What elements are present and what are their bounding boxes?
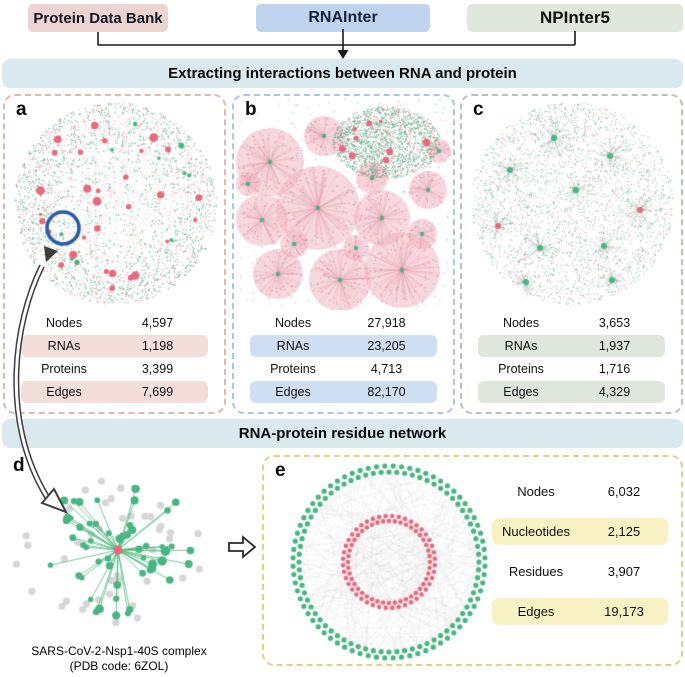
- stat-value: 3,399: [141, 362, 174, 376]
- panel-letter-b: b: [245, 99, 257, 120]
- stat-label: Nodes: [502, 316, 540, 330]
- stat-value: 1,198: [141, 339, 174, 353]
- source-connector-arrow: [97, 29, 576, 59]
- stat-label: Edges: [46, 385, 82, 399]
- caption-line-1: SARS-CoV-2-Nsp1-40S complex: [31, 644, 207, 658]
- stat-row: Edges 4,329: [478, 381, 665, 403]
- residue-ring-network-e: [286, 459, 492, 665]
- panel-c-stats-table: Nodes 3,653 RNAs 1,937 Proteins 1,716 Ed…: [478, 311, 665, 403]
- stat-label: Edges: [275, 385, 311, 399]
- stat-value: 4,713: [370, 362, 403, 376]
- panel-c: c Nodes 3,653 RNAs 1,937 Proteins 1,716 …: [460, 94, 683, 414]
- network-visualization-b: [234, 96, 453, 310]
- stat-value: 19,173: [604, 604, 644, 619]
- source-box-npinter5: NPInter5: [467, 4, 683, 32]
- panel-d: d SARS-CoV-2-Nsp1-40S complex (PDB code:…: [2, 452, 236, 677]
- stat-row: RNAs 1,198: [21, 335, 208, 357]
- stat-row: Edges 7,699: [21, 381, 208, 403]
- stat-value: 23,205: [367, 339, 406, 353]
- panel-a-stats-table: Nodes 4,597 RNAs 1,198 Proteins 3,399 Ed…: [21, 311, 208, 403]
- stat-label: Edges: [503, 385, 539, 399]
- stat-value: 3,653: [598, 316, 631, 330]
- stat-label: Nodes: [45, 316, 83, 330]
- stat-label: Nodes: [274, 316, 312, 330]
- panel-e-stats-table: Nodes 6,032 Nucleotides 2,125 Residues 3…: [492, 477, 668, 638]
- stat-row: RNAs 23,205: [250, 335, 437, 357]
- stat-label: RNAs: [47, 339, 81, 353]
- stat-row: Edges 19,173: [492, 598, 668, 625]
- stat-value: 4,329: [598, 385, 631, 399]
- stat-row: Residues 3,907: [492, 558, 668, 585]
- open-right-arrow-icon: [228, 535, 257, 559]
- stat-label: Edges: [517, 604, 555, 619]
- stat-value: 1,716: [598, 362, 631, 376]
- stat-row: RNAs 1,937: [478, 335, 665, 357]
- banner-extracting-interactions: Extracting interactions between RNA and …: [2, 59, 683, 88]
- stat-label: Residues: [508, 564, 564, 579]
- panel-a: a Nodes 4,597 RNAs 1,198 Proteins 3,399 …: [3, 94, 226, 414]
- stat-row: Nodes 27,918: [250, 312, 437, 334]
- stat-label: Proteins: [498, 362, 544, 376]
- stat-row: Proteins 3,399: [21, 358, 208, 380]
- stat-label: RNAs: [504, 339, 538, 353]
- caption-line-2: (PDB code: 6ZOL): [69, 659, 169, 673]
- stat-label: Nodes: [517, 484, 555, 499]
- banner-residue-network: RNA-protein residue network: [2, 419, 683, 448]
- panel-letter-e: e: [275, 460, 286, 481]
- complex-caption: SARS-CoV-2-Nsp1-40S complex (PDB code: 6…: [2, 644, 236, 674]
- panel-b: b Nodes 27,918 RNAs 23,205 Proteins 4,71…: [232, 94, 455, 414]
- stat-value: 27,918: [367, 316, 406, 330]
- stat-value: 82,170: [367, 385, 406, 399]
- complex-star-network-d: [2, 464, 236, 644]
- stat-value: 4,597: [141, 316, 174, 330]
- source-box-rnainter: RNAInter: [256, 4, 430, 32]
- stat-value: 3,907: [607, 564, 641, 579]
- stat-row: Nucleotides 2,125: [492, 518, 668, 545]
- stat-label: Proteins: [41, 362, 87, 376]
- network-visualization-a: [5, 96, 224, 310]
- stat-value: 6,032: [607, 484, 641, 499]
- stat-row: Proteins 4,713: [250, 358, 437, 380]
- panel-b-stats-table: Nodes 27,918 RNAs 23,205 Proteins 4,713 …: [250, 311, 437, 403]
- source-box-protein-data-bank: Protein Data Bank: [28, 4, 168, 32]
- stat-row: Proteins 1,716: [478, 358, 665, 380]
- panel-letter-a: a: [16, 99, 27, 120]
- stat-value: 7,699: [141, 385, 174, 399]
- panel-letter-d: d: [13, 455, 25, 476]
- stat-row: Nodes 4,597: [21, 312, 208, 334]
- network-visualization-c: [462, 96, 681, 310]
- stat-value: 1,937: [598, 339, 631, 353]
- stat-row: Nodes 3,653: [478, 312, 665, 334]
- stat-label: RNAs: [276, 339, 310, 353]
- stat-label: Nucleotides: [502, 524, 570, 539]
- stat-row: Nodes 6,032: [492, 478, 668, 505]
- stat-label: Proteins: [270, 362, 316, 376]
- panel-e: e Nodes 6,032 Nucleotides 2,125 Residues…: [262, 455, 683, 666]
- stat-row: Edges 82,170: [250, 381, 437, 403]
- stat-value: 2,125: [607, 524, 641, 539]
- panel-letter-c: c: [473, 99, 484, 120]
